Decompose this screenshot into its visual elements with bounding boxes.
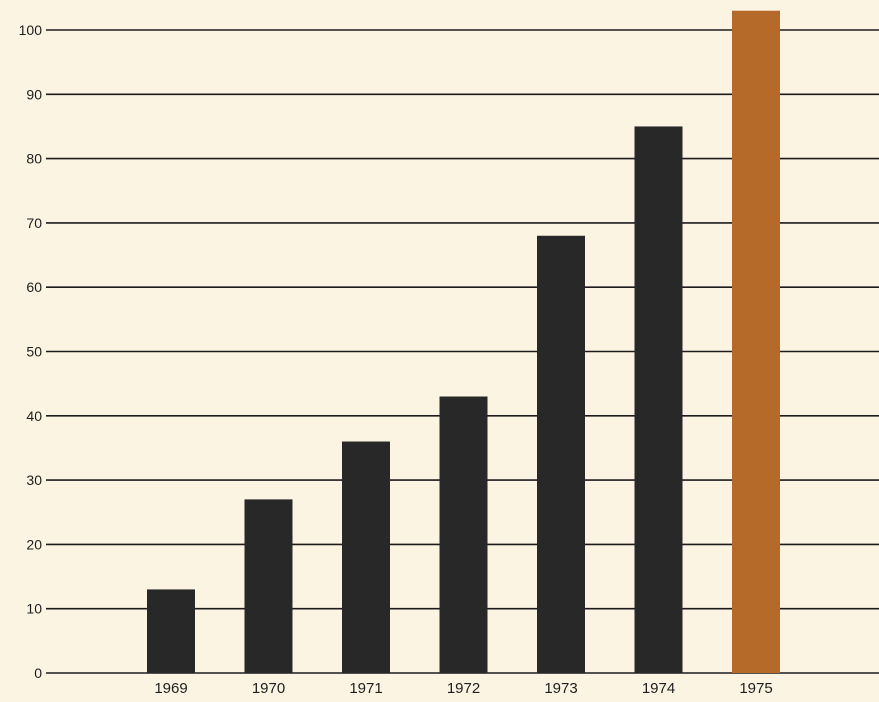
bar-1972: [439, 396, 488, 673]
x-tick-label: 1975: [739, 680, 772, 697]
x-axis-ticks: 1969 1970 1971 1972 1973 1974 1975: [154, 680, 772, 697]
bar-1970: [244, 499, 293, 673]
x-tick-label: 1973: [544, 680, 577, 697]
x-tick-label: 1972: [447, 680, 480, 697]
y-tick-label: 30: [26, 472, 42, 488]
x-tick-label: 1970: [252, 680, 285, 697]
y-tick-label: 50: [26, 344, 42, 360]
x-tick-label: 1969: [154, 680, 187, 697]
y-tick-label: 80: [26, 151, 42, 167]
bars: [147, 10, 780, 673]
x-tick-label: 1971: [349, 680, 382, 697]
y-axis-ticks: 0 10 20 30 40 50 60 70 80 90 100: [19, 22, 43, 681]
y-tick-label: 60: [26, 279, 42, 295]
y-tick-label: 100: [19, 22, 43, 38]
y-tick-label: 20: [26, 536, 42, 552]
x-tick-label: 1974: [642, 680, 675, 697]
y-tick-label: 40: [26, 408, 42, 424]
y-tick-label: 70: [26, 215, 42, 231]
y-tick-label: 10: [26, 601, 42, 617]
bar-1974: [634, 126, 683, 673]
bar-1969: [147, 589, 195, 673]
y-tick-label: 0: [34, 665, 42, 681]
y-tick-label: 90: [26, 86, 42, 102]
bar-1971: [342, 441, 390, 673]
bar-1973: [537, 235, 585, 673]
bar-1975: [732, 10, 780, 673]
